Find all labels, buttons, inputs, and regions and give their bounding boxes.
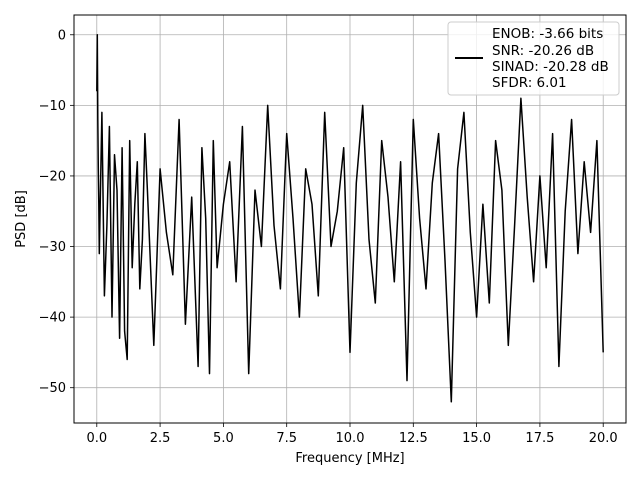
- y-tick-label: −10: [39, 99, 66, 114]
- x-tick-label: 7.5: [276, 431, 297, 446]
- y-tick-label: −30: [39, 240, 66, 255]
- x-axis-label: Frequency [MHz]: [295, 451, 404, 466]
- x-tick-label: 12.5: [399, 431, 428, 446]
- legend-entry-sfdr: SFDR: 6.01: [492, 75, 567, 91]
- axis-ticks: 0.0 2.5 5.0 7.5 10.0 12.5 15.0 17.5 20.0 0 −10 −20 −…: [39, 28, 618, 446]
- psd-series-line: [96, 34, 604, 403]
- x-tick-label: 17.5: [525, 431, 554, 446]
- legend: ENOB: -3.66 bits SNR: -20.26 dB SINAD: -…: [447, 21, 620, 96]
- y-tick-label: 0: [58, 28, 66, 43]
- y-tick-label: −40: [39, 311, 66, 326]
- legend-box: [447, 21, 620, 96]
- legend-entry-sinad: SINAD: -20.28 dB: [492, 59, 609, 75]
- x-tick-label: 0.0: [86, 431, 107, 446]
- x-tick-label: 2.5: [150, 431, 171, 446]
- x-tick-label: 10.0: [336, 431, 365, 446]
- x-tick-label: 5.0: [213, 431, 234, 446]
- psd-trace: [96, 34, 604, 403]
- x-tick-label: 15.0: [462, 431, 491, 446]
- y-tick-label: −50: [39, 381, 66, 396]
- legend-entry-enob: ENOB: -3.66 bits: [492, 26, 603, 42]
- legend-entry-snr: SNR: -20.26 dB: [492, 43, 594, 59]
- x-tick-label: 20.0: [589, 431, 618, 446]
- y-tick-label: −20: [39, 169, 66, 184]
- y-axis-label: PSD [dB]: [14, 190, 29, 248]
